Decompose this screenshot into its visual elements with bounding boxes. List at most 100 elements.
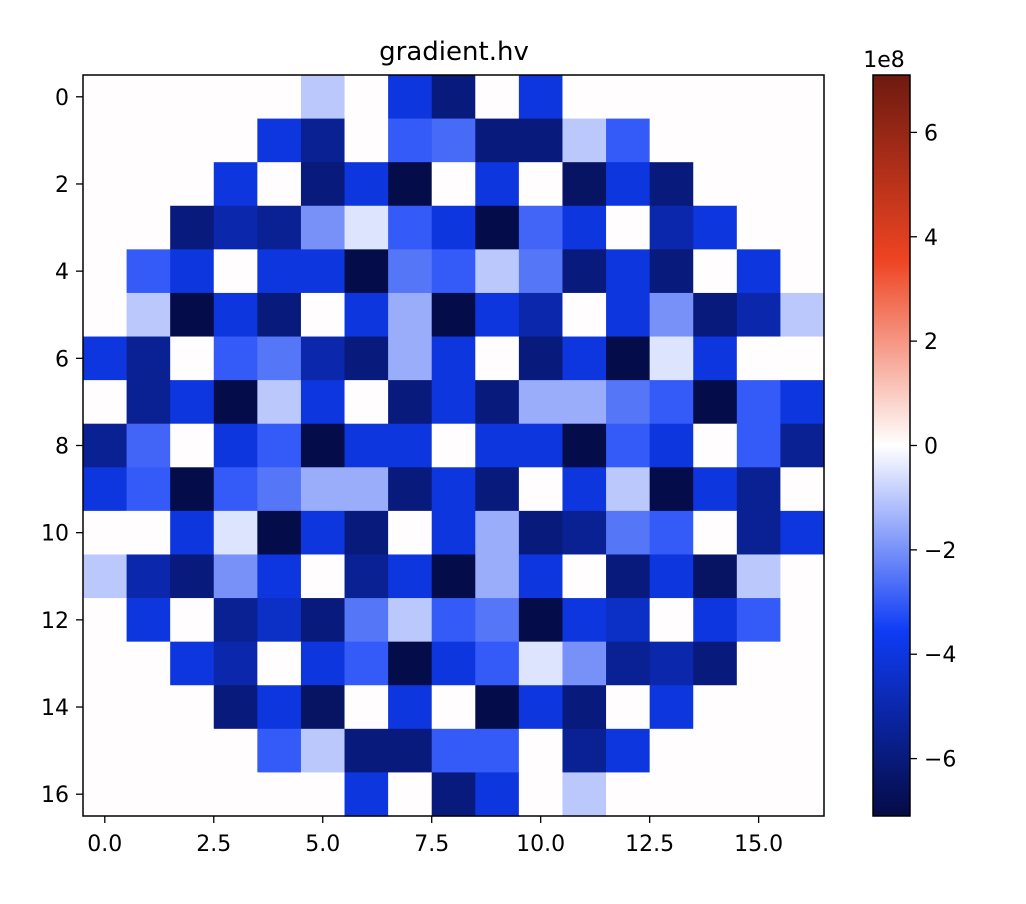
heatmap-cell xyxy=(518,510,564,556)
heatmap-cell xyxy=(344,118,389,163)
heatmap-cell xyxy=(126,423,171,468)
heatmap-cell xyxy=(693,598,738,643)
heatmap-cell xyxy=(606,510,651,556)
heatmap-cell xyxy=(388,205,433,250)
x-tick-label: 10.0 xyxy=(516,832,565,857)
heatmap-cell xyxy=(388,292,433,338)
y-tick-label: 14 xyxy=(41,696,69,721)
heatmap-cell xyxy=(693,728,738,774)
heatmap-cell xyxy=(126,554,171,599)
heatmap-cell xyxy=(780,380,825,425)
heatmap-cell xyxy=(475,772,520,817)
heatmap-cell xyxy=(344,728,389,774)
heatmap-cell xyxy=(693,423,738,468)
heatmap-cell xyxy=(736,249,782,294)
heatmap-cell xyxy=(213,772,258,817)
heatmap-cell xyxy=(388,510,433,556)
y-tick-label: 16 xyxy=(41,783,69,808)
heatmap-cell xyxy=(562,118,607,163)
heatmap-cell xyxy=(83,685,128,730)
heatmap-cell xyxy=(213,205,258,250)
heatmap-cell xyxy=(518,75,564,120)
heatmap-cell xyxy=(780,685,825,730)
heatmap-cell xyxy=(344,772,389,817)
heatmap-cell xyxy=(431,336,476,381)
heatmap-cell xyxy=(431,380,476,425)
heatmap-cell xyxy=(170,118,215,163)
heatmap-cell xyxy=(736,205,782,250)
heatmap-cell xyxy=(736,554,782,599)
heatmap-cell xyxy=(388,554,433,599)
heatmap-cell xyxy=(736,772,782,817)
heatmap-cell xyxy=(518,467,564,512)
heatmap-cell xyxy=(780,598,825,643)
heatmap-cell xyxy=(475,205,520,250)
colorbar-bar xyxy=(872,74,911,817)
heatmap-cell xyxy=(780,292,825,338)
heatmap-cell xyxy=(300,118,346,163)
heatmap-cell xyxy=(693,249,738,294)
heatmap-cell xyxy=(606,467,651,512)
heatmap-cell xyxy=(736,510,782,556)
heatmap-cell xyxy=(257,292,302,338)
heatmap-cell xyxy=(213,510,258,556)
y-tick-label: 8 xyxy=(55,435,69,460)
heatmap-cell xyxy=(431,249,476,294)
heatmap-cell xyxy=(126,510,171,556)
heatmap-cell xyxy=(170,380,215,425)
heatmap-cell xyxy=(300,641,346,686)
heatmap-cell xyxy=(431,772,476,817)
heatmap-cell xyxy=(257,598,302,643)
y-tick-label: 2 xyxy=(55,173,69,198)
heatmap-cell xyxy=(649,554,694,599)
heatmap-cell xyxy=(300,380,346,425)
heatmap-cell xyxy=(649,162,694,207)
heatmap-cell xyxy=(83,205,128,250)
heatmap-cell xyxy=(213,380,258,425)
heatmap-cell xyxy=(431,554,476,599)
heatmap-cell xyxy=(213,423,258,468)
heatmap-cell xyxy=(257,554,302,599)
x-tick-label: 15.0 xyxy=(734,832,783,857)
heatmap-cell xyxy=(649,685,694,730)
heatmap-cell xyxy=(126,249,171,294)
heatmap-cell xyxy=(518,336,564,381)
heatmap-cell xyxy=(213,598,258,643)
heatmap-cell xyxy=(518,423,564,468)
heatmap-cell xyxy=(257,641,302,686)
heatmap-cell xyxy=(431,118,476,163)
heatmap-cell xyxy=(300,554,346,599)
heatmap-cell xyxy=(736,685,782,730)
heatmap-cell xyxy=(344,380,389,425)
heatmap-cell xyxy=(780,75,825,120)
heatmap-cell xyxy=(780,554,825,599)
heatmap-cell xyxy=(170,162,215,207)
heatmap-cell xyxy=(83,598,128,643)
heatmap-cell xyxy=(649,772,694,817)
heatmap-cell xyxy=(126,75,171,120)
heatmap-cell xyxy=(780,249,825,294)
heatmap-cell xyxy=(693,380,738,425)
heatmap-cell xyxy=(83,292,128,338)
heatmap-cell xyxy=(736,380,782,425)
heatmap-cell xyxy=(431,75,476,120)
heatmap-cell xyxy=(518,205,564,250)
heatmap-cell xyxy=(126,728,171,774)
heatmap-cell xyxy=(344,292,389,338)
heatmap-cell xyxy=(170,249,215,294)
heatmap-cell xyxy=(649,336,694,381)
heatmap-cell xyxy=(83,336,128,381)
heatmap-cell xyxy=(344,641,389,686)
heatmap-cell xyxy=(518,641,564,686)
heatmap-cell xyxy=(475,249,520,294)
y-axis: 0 2 4 6 8 10 12 14 16 xyxy=(41,86,83,808)
heatmap-cell xyxy=(518,728,564,774)
heatmap-cell xyxy=(388,423,433,468)
heatmap-cell xyxy=(344,685,389,730)
heatmap-cell xyxy=(693,641,738,686)
heatmap-cell xyxy=(257,75,302,120)
heatmap-cell xyxy=(649,467,694,512)
heatmap-cell xyxy=(562,510,607,556)
heatmap-cell xyxy=(606,728,651,774)
heatmap-cell xyxy=(431,467,476,512)
